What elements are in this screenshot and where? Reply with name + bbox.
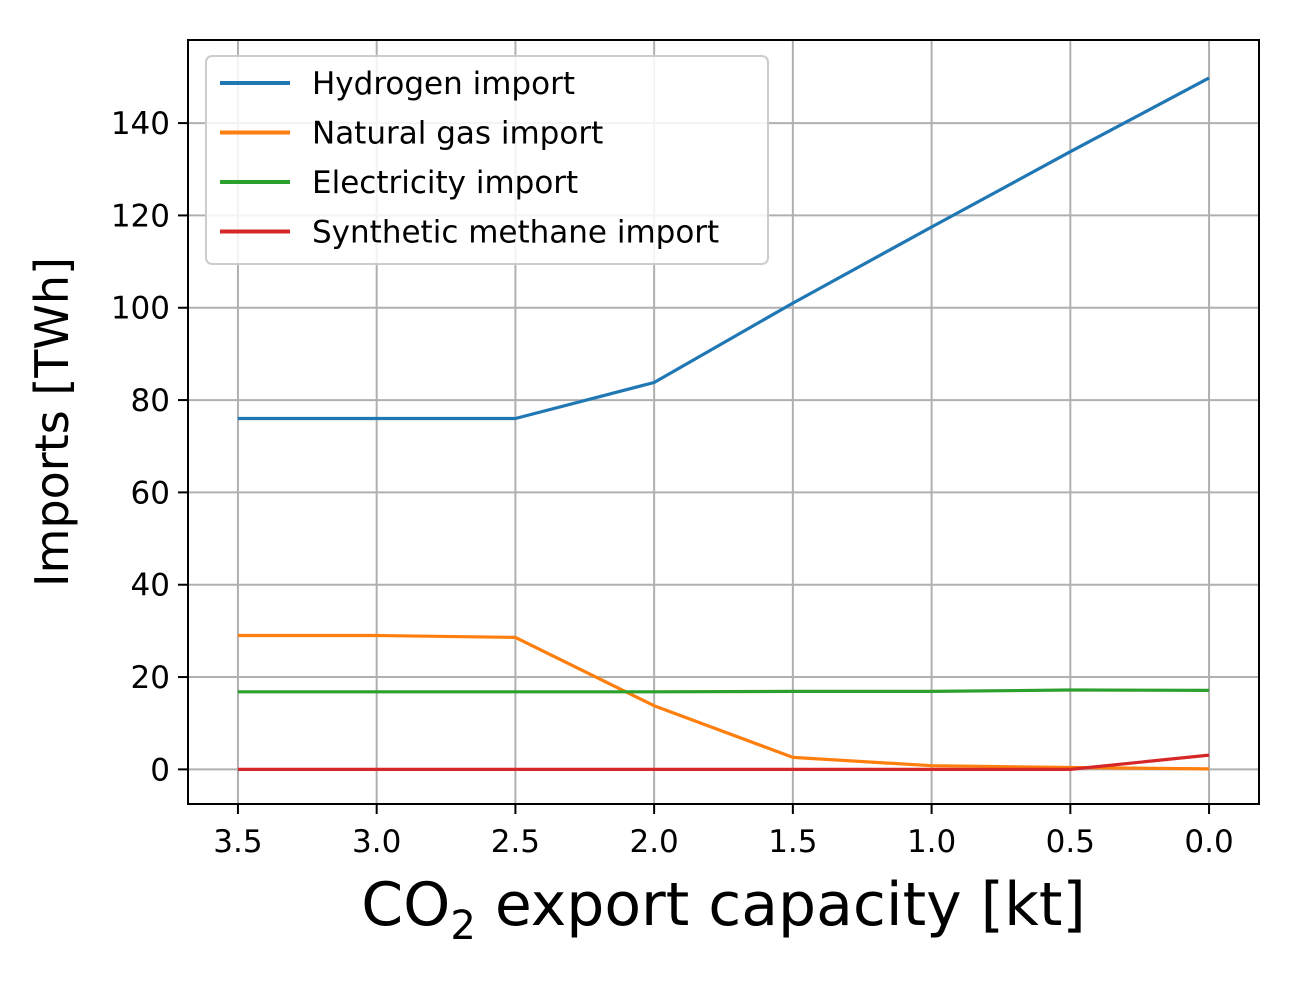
x-tick-label: 0.0 xyxy=(1184,824,1233,860)
x-tick-label: 3.5 xyxy=(213,824,262,860)
x-tick-label: 2.0 xyxy=(629,824,678,860)
x-tick-label: 0.5 xyxy=(1046,824,1095,860)
series-line xyxy=(237,76,1210,421)
y-tick-label: 140 xyxy=(111,106,170,142)
y-tick-label: 100 xyxy=(111,291,170,327)
y-axis-label: Imports [TWh] xyxy=(25,257,79,587)
y-axis-ticks: 0 20 40 60 80 100 120 140 xyxy=(111,106,188,788)
x-axis-ticks: 3.5 3.0 2.5 2.0 1.5 1.0 0.5 0.0 xyxy=(213,804,1234,860)
series-line xyxy=(237,633,1210,771)
series-line xyxy=(237,753,1210,772)
y-tick-label: 20 xyxy=(131,660,170,696)
x-axis-label: CO2 export capacity [kt] xyxy=(361,870,1086,949)
y-tick-label: 120 xyxy=(111,198,170,234)
y-tick-label: 40 xyxy=(131,568,170,604)
x-tick-label: 1.0 xyxy=(907,824,956,860)
legend: Hydrogen import Natural gas import Electri… xyxy=(205,55,769,265)
legend-box xyxy=(205,55,769,265)
x-tick-label: 3.0 xyxy=(352,824,401,860)
legend-label: Natural gas import xyxy=(312,116,603,152)
series-line xyxy=(237,688,1210,694)
legend-label: Hydrogen import xyxy=(312,66,575,102)
y-tick-label: 80 xyxy=(131,383,170,419)
plot-frame xyxy=(187,39,1260,805)
series-lines xyxy=(237,76,1210,772)
x-tick-label: 2.5 xyxy=(491,824,540,860)
grid-lines xyxy=(188,40,1259,804)
x-tick-label: 1.5 xyxy=(768,824,817,860)
y-tick-label: 60 xyxy=(131,475,170,511)
legend-label: Synthetic methane import xyxy=(312,215,719,251)
legend-label: Electricity import xyxy=(312,165,578,201)
y-tick-label: 0 xyxy=(150,752,170,788)
